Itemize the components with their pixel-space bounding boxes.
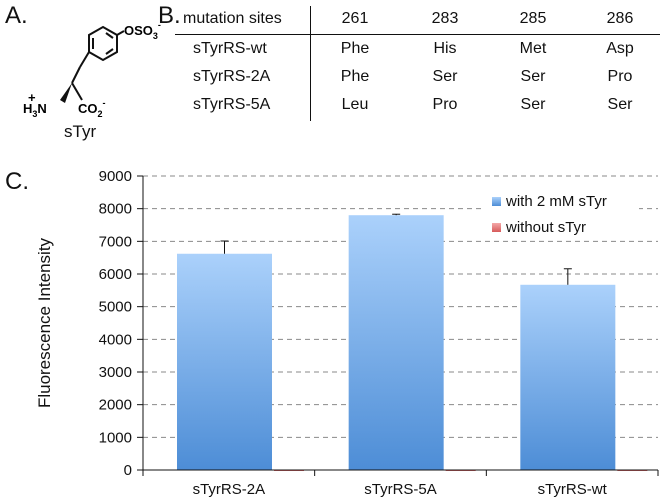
- x-tick-label: sTyrRS-wt: [538, 481, 608, 498]
- fluorescence-bar-chart: 0 1000 2000 3000 4000 5000 6000 7000 8000 9000 sTy…: [35, 168, 659, 498]
- ch2-bond: [79, 51, 90, 68]
- y-tick-label: 0: [124, 462, 132, 479]
- table-cell: Ser: [607, 96, 633, 113]
- legend-background: [483, 191, 639, 212]
- table-header-label: mutation sites: [183, 10, 282, 27]
- y-tick-label: 8000: [99, 201, 132, 218]
- table-header-site: 285: [519, 10, 547, 27]
- x-tick-label: sTyrRS-5A: [364, 481, 437, 498]
- legend-label: without sTyr: [505, 219, 586, 236]
- alpha-bond: [71, 66, 81, 84]
- table-header-site: 261: [341, 10, 369, 27]
- y-tick-label: 6000: [99, 266, 132, 283]
- amine-charge: +: [28, 90, 36, 105]
- bar-with-styr: [177, 253, 272, 470]
- table-cell: Leu: [341, 96, 369, 113]
- table-cell: Met: [519, 40, 547, 57]
- bar-with-styr: [520, 284, 616, 470]
- mutation-table: mutation sites 261 283 285 286 sTyrRS-wt…: [175, 6, 660, 124]
- table-vertical-rule: [310, 6, 311, 121]
- amine-group-label: H3N: [23, 101, 47, 119]
- table-cell: His: [433, 40, 457, 57]
- table-cell: Asp: [606, 40, 634, 57]
- table-row-name: sTyrRS-5A: [193, 96, 271, 113]
- molecule-name: sTyr: [64, 122, 96, 141]
- table-horizontal-rule: [175, 34, 660, 35]
- table-cell: Ser: [432, 68, 458, 85]
- panel-label-b: B.: [158, 2, 181, 29]
- table-header-site: 286: [606, 10, 634, 27]
- stry-structure-diagram: OSO3- H3N + CO2- sTyr: [23, 20, 161, 141]
- y-tick-label: 5000: [99, 299, 132, 316]
- wedge-bond: [60, 83, 72, 103]
- chart-axes: 0 1000 2000 3000 4000 5000 6000 7000 8000 9000 sTy…: [35, 168, 659, 498]
- y-tick-label: 7000: [99, 233, 132, 250]
- y-tick-label: 4000: [99, 331, 132, 348]
- table-cell: Ser: [520, 68, 546, 85]
- legend-swatch-with-styr: [492, 197, 501, 206]
- legend-label: with 2 mM sTyr: [505, 193, 607, 210]
- table-row-name: sTyrRS-2A: [193, 68, 271, 85]
- carboxyl-bond: [71, 82, 83, 101]
- table-cell: Phe: [340, 40, 370, 57]
- table-row-name: sTyrRS-wt: [193, 40, 267, 57]
- panel-label-a: A.: [5, 2, 28, 29]
- table-cell: Pro: [432, 96, 458, 113]
- panel-label-c: C.: [5, 168, 29, 195]
- bar-with-styr: [348, 215, 444, 470]
- table-header-site: 283: [431, 10, 459, 27]
- y-tick-label: 2000: [99, 397, 132, 414]
- sulfate-group-label: OSO3-: [124, 20, 161, 41]
- benzene-ring: [88, 25, 118, 62]
- chart-bars: [177, 213, 648, 472]
- table-cell: Ser: [520, 96, 546, 113]
- chart-legend: with 2 mM sTyr without sTyr: [483, 191, 639, 238]
- legend-background: [483, 217, 639, 238]
- y-axis-label: Fluorescence Intensity: [35, 237, 54, 408]
- carboxylate-group-label: CO2-: [78, 98, 106, 119]
- x-tick-label: sTyrRS-2A: [193, 481, 266, 498]
- y-tick-label: 3000: [99, 364, 132, 381]
- legend-swatch-without-styr: [492, 223, 501, 232]
- table-cell: Phe: [340, 68, 370, 85]
- o-bond: [116, 30, 125, 36]
- y-tick-label: 1000: [99, 429, 132, 446]
- y-tick-label: 9000: [99, 168, 132, 185]
- table-cell: Pro: [607, 68, 633, 85]
